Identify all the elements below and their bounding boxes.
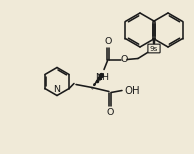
Text: N: N (54, 85, 61, 93)
Text: OH: OH (124, 85, 140, 95)
FancyBboxPatch shape (148, 44, 160, 53)
Text: NH: NH (95, 73, 109, 81)
Text: O: O (106, 107, 114, 116)
Text: 9s: 9s (150, 45, 158, 51)
Text: O: O (104, 36, 112, 45)
Text: O: O (120, 55, 128, 64)
